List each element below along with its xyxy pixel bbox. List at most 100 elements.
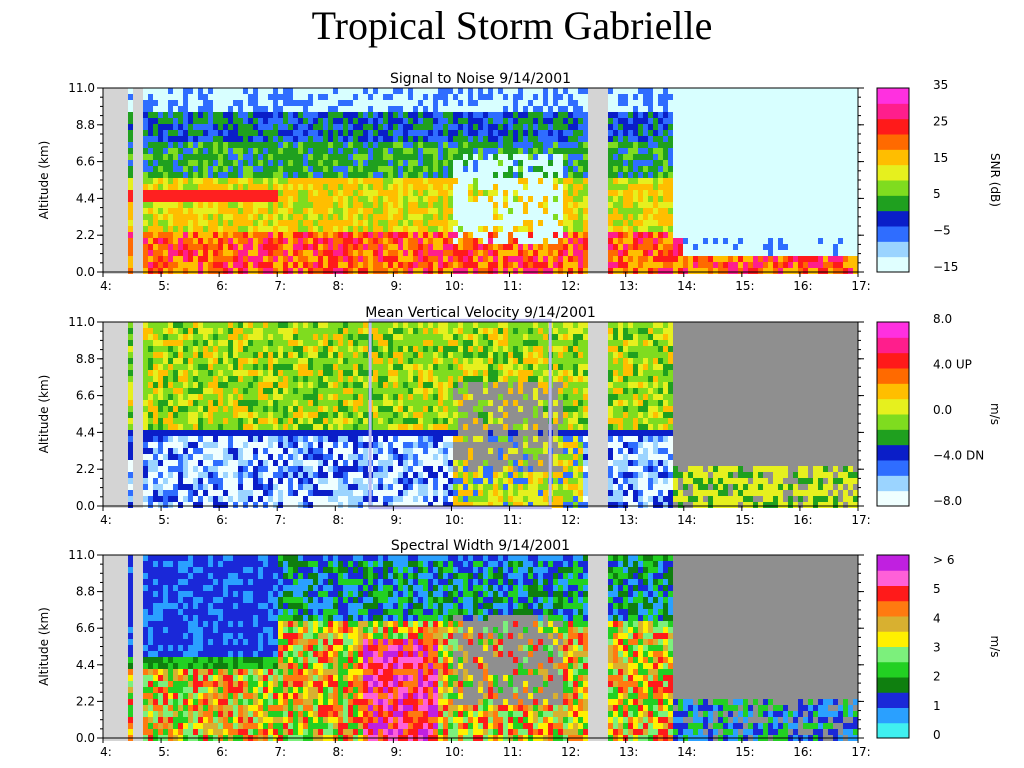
colorbar-segment [877,585,909,602]
x-tick-label: 4: [100,745,112,759]
colorbar-segment [877,337,909,354]
x-tick-label: 13: [619,513,638,527]
panel-title: Signal to Noise 9/14/2001 [390,71,571,87]
colorbar-tick-label: 0.0 [933,403,952,417]
x-tick-label: 7: [274,279,286,293]
y-tick-label: 4.4 [76,425,95,439]
panel-title: Mean Vertical Velocity 9/14/2001 [365,305,596,321]
y-axis-label: Altitude (km) [37,141,51,220]
y-tick-label: 8.8 [76,118,95,132]
x-tick-label: 10: [445,745,464,759]
y-tick-label: 2.2 [76,462,95,476]
colorbar-segment [877,722,909,739]
x-tick-label: 5: [158,513,170,527]
colorbar-segment [877,368,909,384]
colorbar-segment [877,692,909,708]
page-title: Tropical Storm Gabrielle [311,3,713,48]
colorbar-tick-label: −4.0 DN [933,449,984,463]
colorbar-tick-label: 25 [933,114,948,128]
y-tick-label: 4.4 [76,658,95,672]
x-tick-label: 10: [445,513,464,527]
colorbar-tick-label: 35 [933,78,948,92]
colorbar-segment [877,195,909,212]
x-tick-label: 11: [503,279,522,293]
colorbar-segment [877,570,909,586]
x-tick-label: 13: [619,279,638,293]
colorbar-tick-label: 4 [933,611,941,625]
x-tick-label: 12: [561,279,580,293]
x-tick-label: 15: [735,745,754,759]
x-tick-label: 12: [561,513,580,527]
y-tick-label: 2.2 [76,228,95,242]
colorbar-tick-label: 15 [933,151,948,165]
x-tick-label: 5: [158,745,170,759]
colorbar-segment [877,241,909,258]
panel-snr: Signal to Noise 9/14/2001 11.0 8.8 6.6 4.4 2.… [37,71,1002,293]
colorbar-frame [876,554,910,739]
x-tick-label: 17: [851,745,870,759]
colorbar-segment [877,103,909,120]
x-tick-label: 6: [216,279,228,293]
colorbar-label: SNR (dB) [988,153,1002,207]
colorbar-tick-label: 8.0 [933,312,952,326]
y-tick-label: 11.0 [68,81,95,95]
colorbar-frame [876,87,910,273]
x-tick-label: 10: [445,279,464,293]
colorbar-frame [876,321,910,507]
y-tick-label: 6.6 [76,621,95,635]
x-tick-label: 11: [503,513,522,527]
colorbar-segment [877,631,909,647]
colorbar-segment [877,600,909,617]
colorbar-tick-label: 1 [933,699,941,713]
y-tick-label: 2.2 [76,694,95,708]
highlight-box [368,318,552,510]
y-tick-label: 0.0 [76,499,95,513]
x-tick-label: 17: [851,513,870,527]
x-tick-label: 9: [391,513,403,527]
y-tick-label: 8.8 [76,352,95,366]
colorbar-segment [877,707,909,724]
colorbar-segment [877,490,909,507]
colorbar-segment [877,646,909,663]
colorbar-tick-label: −8.0 [933,494,962,508]
x-tick-label: 14: [677,745,696,759]
x-tick-label: 4: [100,513,112,527]
colorbar-segment [877,352,909,369]
x-tick-label: 14: [677,513,696,527]
panel-velocity: Mean Vertical Velocity 9/14/2001 11.0 8.8 6… [37,305,1002,527]
x-tick-label: 16: [793,513,812,527]
colorbar-segment [877,677,909,693]
heatmap-cells [103,322,858,508]
colorbar-segment [877,475,909,492]
heatmap-cells [103,555,858,741]
x-tick-label: 9: [391,745,403,759]
colorbar-segment [877,118,909,135]
y-tick-label: 0.0 [76,731,95,745]
colorbar-segment [877,555,909,571]
y-tick-label: 6.6 [76,389,95,403]
x-tick-label: 14: [677,279,696,293]
colorbar-tick-label: 2 [933,670,941,684]
colorbar-tick-label: > 6 [933,553,955,567]
x-tick-label: 7: [274,513,286,527]
colorbar-segment [877,460,909,476]
colorbar-segment [877,322,909,338]
colorbar-segment [877,429,909,446]
x-tick-label: 6: [216,513,228,527]
colorbar-segment [877,414,909,430]
y-tick-label: 6.6 [76,155,95,169]
panel-title: Spectral Width 9/14/2001 [391,538,570,554]
colorbar-label: m/s [988,403,1002,425]
x-tick-label: 15: [735,279,754,293]
colorbar-segment [877,444,909,461]
x-tick-label: 12: [561,745,580,759]
colorbar-tick-label: 4.0 UP [933,358,972,372]
y-tick-label: 4.4 [76,191,95,205]
x-tick-label: 11: [503,745,522,759]
x-tick-label: 9: [391,279,403,293]
colorbar: > 6 5 4 3 2 1 0 m/s [876,553,1002,742]
colorbar-segment [877,180,909,196]
colorbar-tick-label: −5 [933,224,951,238]
x-tick-label: 6: [216,745,228,759]
